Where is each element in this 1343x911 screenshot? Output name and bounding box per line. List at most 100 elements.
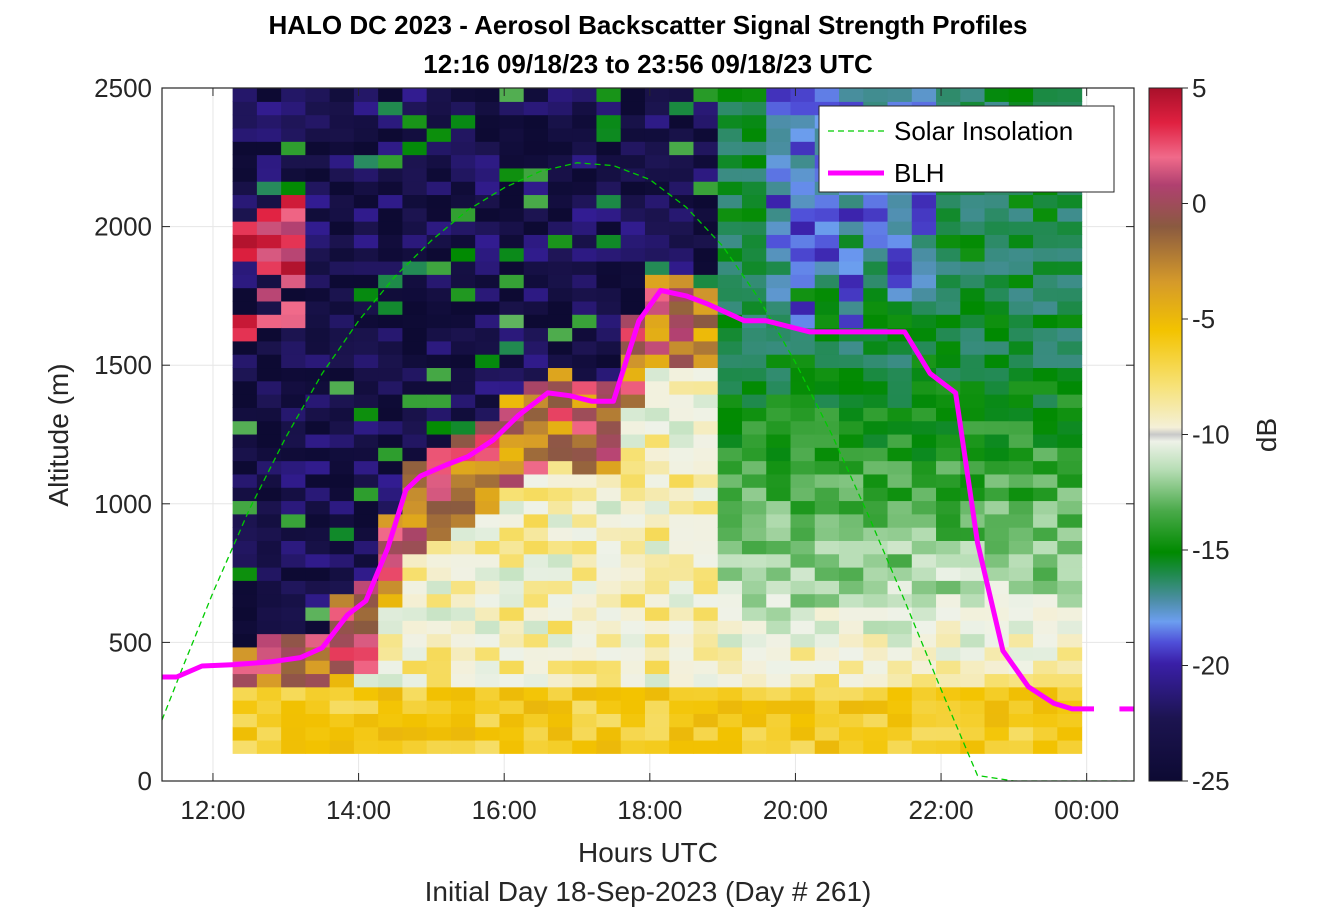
heatmap-cell — [669, 327, 695, 342]
heatmap-cell — [256, 194, 282, 209]
heatmap-cell — [839, 420, 864, 435]
heatmap-cell — [936, 88, 961, 102]
heatmap-cell — [232, 620, 258, 635]
heatmap-cell — [717, 354, 743, 369]
heatmap-cell — [814, 340, 840, 355]
heatmap-cell — [669, 114, 695, 129]
heatmap-cell — [523, 181, 549, 196]
chart-title: HALO DC 2023 - Aerosol Backscatter Signa… — [268, 10, 1027, 40]
heatmap-cell — [1008, 433, 1034, 448]
heatmap-cell — [378, 247, 404, 262]
heatmap-cell — [741, 473, 767, 488]
heatmap-cell — [863, 567, 889, 581]
heatmap-cell — [620, 154, 646, 169]
heatmap-cell — [669, 340, 695, 355]
heatmap-cell — [475, 686, 501, 701]
heatmap-cell — [402, 646, 428, 661]
colorbar-tick-label: -5 — [1192, 304, 1215, 334]
heatmap-cell — [887, 513, 913, 528]
heatmap-cell — [402, 141, 428, 156]
heatmap-cell — [475, 354, 501, 369]
heatmap-cell — [717, 114, 743, 129]
heatmap-cell — [596, 433, 622, 448]
heatmap-cell — [353, 380, 379, 395]
heatmap-cell — [232, 739, 258, 754]
heatmap-cell — [402, 221, 428, 235]
heatmap-cell — [475, 300, 501, 315]
heatmap-cell — [329, 527, 355, 541]
heatmap-cell — [790, 88, 816, 102]
heatmap-cell — [426, 221, 452, 235]
heatmap-cell — [426, 633, 452, 648]
heatmap-cell — [256, 260, 282, 275]
heatmap-cell — [353, 287, 379, 302]
heatmap-cell — [523, 606, 549, 621]
heatmap-cell — [475, 274, 501, 289]
heatmap-cell — [669, 433, 695, 448]
heatmap-cell — [523, 447, 549, 462]
heatmap-cell — [256, 88, 282, 102]
heatmap-cell — [353, 247, 379, 262]
x-tick-label: 16:00 — [472, 795, 537, 825]
heatmap-cell — [329, 274, 355, 289]
heatmap-cell — [814, 194, 840, 209]
heatmap-cell — [669, 500, 695, 515]
heatmap-cell — [669, 673, 695, 688]
heatmap-cell — [232, 141, 258, 156]
heatmap-cell — [475, 606, 501, 621]
heatmap-cell — [572, 606, 598, 621]
heatmap-cell — [669, 141, 695, 156]
heatmap-cell — [960, 713, 986, 728]
heatmap-cell — [839, 567, 864, 581]
heatmap-cell — [741, 127, 767, 142]
heatmap-cell — [378, 127, 404, 142]
heatmap-cell — [499, 700, 525, 714]
heatmap-cell — [232, 473, 258, 488]
heatmap-cell — [378, 620, 404, 635]
heatmap-cell — [426, 88, 452, 102]
heatmap-cell — [547, 88, 573, 102]
heatmap-cell — [644, 606, 670, 621]
heatmap-cell — [572, 287, 598, 302]
heatmap-cell — [523, 726, 549, 741]
heatmap-cell — [450, 513, 476, 528]
heatmap-cell — [572, 380, 598, 395]
heatmap-cell — [523, 154, 549, 169]
heatmap-cell — [620, 567, 646, 581]
heatmap-cell — [402, 433, 428, 448]
heatmap-cell — [378, 287, 404, 302]
legend-box — [818, 105, 1115, 193]
heatmap-cell — [402, 207, 428, 222]
colorbar-ticks: 50-5-10-15-20-25 — [1182, 73, 1230, 796]
heatmap-cell — [450, 141, 476, 156]
heatmap-cell — [305, 460, 331, 475]
heatmap-cell — [523, 300, 549, 315]
heatmap-cell — [863, 633, 889, 648]
heatmap-cell — [887, 593, 913, 608]
heatmap-cell — [1033, 221, 1058, 235]
heatmap-cell — [693, 646, 719, 661]
heatmap-cell — [1008, 593, 1034, 608]
heatmap-cell — [620, 300, 646, 315]
heatmap-cell — [1033, 367, 1058, 382]
heatmap-cell — [475, 726, 501, 741]
heatmap-cell — [547, 540, 573, 555]
heatmap-cell — [814, 593, 840, 608]
heatmap-cell — [305, 300, 331, 315]
heatmap-cell — [790, 433, 816, 448]
heatmap-cell — [450, 327, 476, 342]
heatmap-cell — [426, 553, 452, 568]
heatmap-cell — [475, 394, 501, 408]
heatmap-cell — [644, 673, 670, 688]
heatmap-cell — [353, 234, 379, 249]
heatmap-cell — [984, 739, 1010, 754]
heatmap-cell — [863, 473, 889, 488]
heatmap-cell — [378, 473, 404, 488]
heatmap-cell — [766, 553, 792, 568]
heatmap-cell — [693, 460, 719, 475]
heatmap-cell — [960, 221, 986, 235]
heatmap-cell — [644, 473, 670, 488]
heatmap-cell — [620, 407, 646, 422]
heatmap-cell — [863, 394, 889, 408]
heatmap-cell — [814, 527, 840, 541]
